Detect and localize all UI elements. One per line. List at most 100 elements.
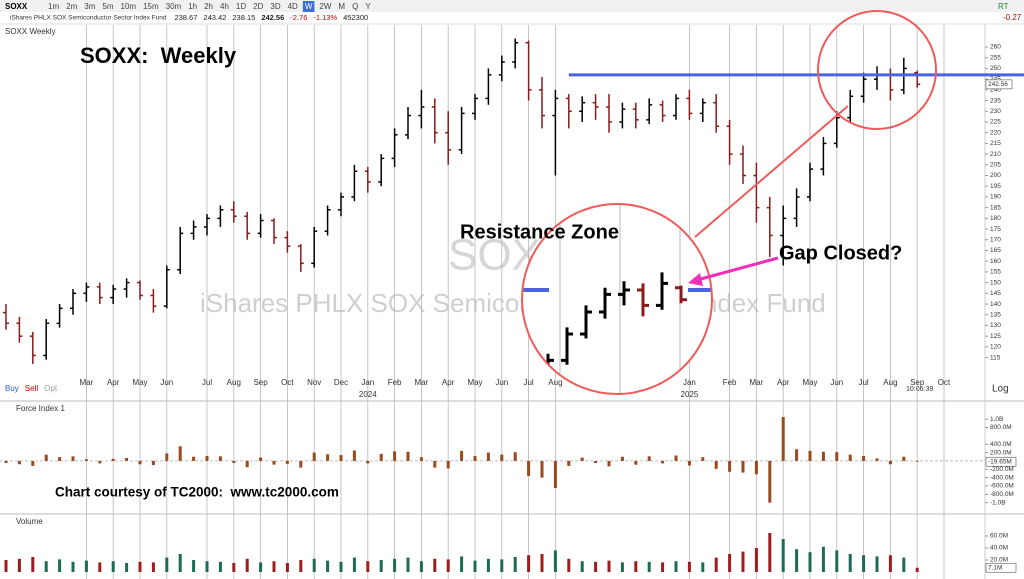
- timeframe-button[interactable]: 1m: [48, 2, 59, 11]
- x-year-label: 2025: [681, 390, 699, 399]
- timeframe-button[interactable]: Y: [365, 2, 371, 11]
- indicator-bar: [44, 454, 48, 461]
- timeframe-button[interactable]: 1h: [188, 2, 197, 11]
- indicator-bar: [902, 557, 906, 572]
- indicator-bar: [513, 452, 517, 461]
- last-price-box: [985, 79, 1013, 90]
- highlight-circle: [817, 10, 937, 130]
- timeframe-button[interactable]: 2h: [204, 2, 213, 11]
- indicator-bar: [272, 561, 276, 572]
- x-tick-label: Mar: [415, 378, 429, 387]
- indicator-bar: [888, 555, 892, 572]
- timeframe-button[interactable]: 3D: [270, 2, 280, 11]
- y-tick-label: 200.0M: [990, 449, 1012, 456]
- timeframe-button[interactable]: 4D: [288, 2, 298, 11]
- indicator-bar: [205, 561, 209, 572]
- y-tick-label: 185: [990, 204, 1001, 211]
- trade-button[interactable]: Buy: [5, 384, 19, 393]
- timeframe-button[interactable]: 2m: [66, 2, 77, 11]
- y-tick-label: 165: [990, 247, 1001, 254]
- indicator-bar: [17, 558, 21, 572]
- y-tick-label: 175: [990, 226, 1001, 233]
- indicator-bar: [406, 557, 410, 572]
- indicator-bar: [486, 452, 490, 461]
- indicator-bar: [473, 455, 477, 461]
- indicator-bar: [232, 563, 236, 572]
- last-value-label: -19.65M: [988, 458, 1012, 465]
- indicator-bar: [433, 558, 437, 572]
- y-tick-label: 1.0B: [990, 416, 1003, 423]
- y-tick-label: 140: [990, 301, 1001, 308]
- timeframe-button[interactable]: 15m: [143, 2, 159, 11]
- fund-name: iShares PHLX SOX Semiconductor Sector In…: [10, 15, 167, 22]
- x-tick-label: Mar: [750, 378, 764, 387]
- indicator-bar: [312, 558, 316, 572]
- y-tick-label: 255: [990, 54, 1001, 61]
- timeframe-button[interactable]: 10m: [121, 2, 137, 11]
- symbol[interactable]: SOXX: [5, 2, 28, 11]
- timeframe-button[interactable]: 3m: [84, 2, 95, 11]
- trade-button[interactable]: Sell: [25, 384, 39, 393]
- annotation-title: SOXX: Weekly: [80, 43, 237, 68]
- indicator-bar: [151, 460, 155, 466]
- x-tick-label: May: [467, 378, 482, 387]
- log-toggle[interactable]: Log: [992, 384, 1009, 395]
- indicator-bar: [701, 457, 705, 461]
- y-tick-label: 240: [990, 87, 1001, 94]
- trade-button[interactable]: Opt: [44, 384, 58, 393]
- y-tick-label: 190: [990, 194, 1001, 201]
- x-tick-label: Jun: [160, 378, 173, 387]
- timeframe-button[interactable]: 4h: [220, 2, 229, 11]
- indicator-bar: [285, 563, 289, 572]
- indicator-bar: [218, 456, 222, 461]
- indicator-bar: [835, 452, 839, 461]
- indicator-bar: [71, 561, 75, 572]
- timeframe-button[interactable]: 1D: [236, 2, 246, 11]
- indicator-bar: [272, 460, 276, 465]
- indicator-bar: [567, 460, 571, 466]
- indicator-bar: [366, 561, 370, 572]
- indicator-bar: [553, 460, 557, 489]
- indicator-bar: [875, 458, 879, 461]
- indicator-bar: [728, 460, 732, 472]
- indicator-bar: [661, 460, 665, 464]
- indicator-bar: [848, 554, 852, 572]
- timeframe-button[interactable]: M: [338, 2, 345, 11]
- x-tick-label: Jul: [858, 378, 868, 387]
- timeframe-button[interactable]: 30m: [166, 2, 182, 11]
- x-tick-label: Oct: [938, 378, 951, 387]
- x-tick-label: Jun: [830, 378, 843, 387]
- y-tick-label: 135: [990, 311, 1001, 318]
- y-tick-label: 40.0M: [990, 545, 1008, 552]
- indicator-bar: [500, 454, 504, 461]
- x-tick-label: Aug: [548, 378, 562, 387]
- indicator-bar: [98, 460, 102, 464]
- timeframe-button[interactable]: W: [305, 2, 313, 11]
- y-tick-label: -400.0M: [990, 474, 1014, 481]
- indicator-bar: [647, 561, 651, 572]
- indicator-bar: [58, 457, 62, 461]
- y-tick-label: 205: [990, 162, 1001, 169]
- indicator-bar: [875, 556, 879, 572]
- y-tick-label: -600.0M: [990, 483, 1014, 490]
- x-tick-label: May: [132, 378, 147, 387]
- gap-arrow: [696, 256, 779, 282]
- indicator-bar: [915, 567, 919, 572]
- indicator-bar: [540, 460, 544, 478]
- indicator-bar: [821, 546, 825, 572]
- indicator-bar: [31, 557, 35, 572]
- timeframe-button[interactable]: 2D: [253, 2, 263, 11]
- indicator-bar: [902, 456, 906, 461]
- indicator-bar: [848, 454, 852, 461]
- quote-open: 238.67: [174, 13, 197, 22]
- indicator-bar: [232, 460, 236, 463]
- indicator-bar: [647, 456, 651, 461]
- indicator-bar: [540, 554, 544, 572]
- timeframe-button[interactable]: 2W: [319, 2, 331, 11]
- timeframe-button[interactable]: 5m: [102, 2, 113, 11]
- indicator-bar: [527, 555, 531, 572]
- timeframe-button[interactable]: Q: [352, 2, 358, 11]
- y-tick-label: -800.0M: [990, 491, 1014, 498]
- y-tick-label: 225: [990, 119, 1001, 126]
- indicator-bar: [687, 561, 691, 572]
